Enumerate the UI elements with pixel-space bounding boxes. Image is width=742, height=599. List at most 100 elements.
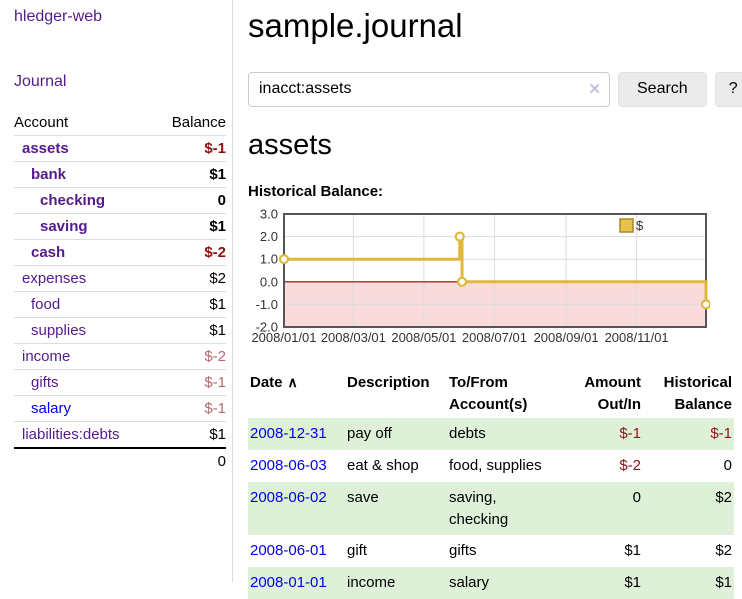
account-balance: $1 (154, 213, 226, 240)
sidebar-item-journal[interactable]: Journal (14, 73, 67, 90)
svg-text:2008/03/01: 2008/03/01 (321, 330, 386, 345)
svg-text:$: $ (636, 218, 644, 233)
account-row: checking 0 (14, 187, 226, 214)
account-balance: 0 (154, 187, 226, 214)
account-balance: $-2 (154, 343, 226, 370)
register-table: Date ∧ Description To/From Account(s) Amo… (248, 369, 734, 599)
svg-text:-1.0: -1.0 (256, 297, 278, 312)
transaction-date-link[interactable]: 2008-06-02 (250, 488, 327, 506)
account-row: expenses $2 (14, 265, 226, 292)
app-brand-link[interactable]: hledger-web (14, 8, 103, 25)
transaction-row: 2008-06-01 gift gifts $1 $2 (248, 535, 734, 567)
transaction-description: save (347, 488, 379, 506)
chart-title: Historical Balance: (248, 182, 384, 200)
account-balance: $1 (154, 291, 226, 318)
svg-text:2008/01/01: 2008/01/01 (251, 330, 316, 345)
register-col-amount: Amount Out/In (584, 373, 641, 413)
account-balance: $-1 (154, 135, 226, 162)
transaction-date-link[interactable]: 2008-01-01 (250, 574, 327, 592)
transaction-row: 2008-12-31 pay off debts $-1 $-1 (248, 418, 734, 451)
svg-text:1.0: 1.0 (260, 252, 278, 267)
account-row: food $1 (14, 291, 226, 318)
account-link[interactable]: saving (40, 218, 88, 235)
transaction-balance: $1 (715, 574, 732, 592)
account-balance: $-1 (154, 369, 226, 396)
transaction-accounts: gifts (449, 542, 477, 560)
transaction-accounts: debts (449, 425, 486, 443)
accounts-total-value: 0 (154, 447, 226, 474)
account-link[interactable]: cash (31, 244, 66, 261)
transaction-date-link[interactable]: 2008-06-03 (250, 457, 327, 475)
search-button[interactable]: Search (618, 71, 707, 107)
account-balance: $2 (154, 265, 226, 292)
accounts-col-balance: Balance (171, 114, 226, 131)
register-col-accounts: To/From Account(s) (449, 373, 528, 413)
account-row: gifts $-1 (14, 369, 226, 396)
transaction-balance: $2 (715, 488, 732, 506)
account-link[interactable]: income (22, 348, 71, 365)
svg-text:3.0: 3.0 (260, 207, 278, 222)
search-box: ✕ (248, 71, 610, 107)
account-link[interactable]: gifts (31, 374, 59, 391)
account-row: income $-2 (14, 343, 226, 370)
transaction-row: 2008-01-01 income salary $1 $1 (248, 567, 734, 599)
account-row: supplies $1 (14, 317, 226, 344)
account-link[interactable]: liabilities:debts (22, 426, 120, 443)
transaction-amount: 0 (632, 488, 641, 506)
search-row: ✕ Search ? (248, 71, 742, 107)
transaction-amount: $1 (624, 574, 641, 592)
account-row: saving $1 (14, 213, 226, 240)
sidebar: hledger-web Journal Account Balance asse… (0, 0, 233, 582)
balance-chart: $3.0 2.0 1.0 0.0 -1.0 -2.0 2008/01/01 2008/03/0… (248, 206, 742, 352)
svg-text:2008/11/01: 2008/11/01 (605, 330, 669, 345)
account-balance: $1 (154, 161, 226, 188)
transaction-description: eat & shop (347, 457, 419, 475)
accounts-header-row: Account Balance (14, 110, 226, 136)
svg-text:2008/05/01: 2008/05/01 (391, 330, 456, 345)
transaction-balance: 0 (723, 457, 732, 475)
svg-text:2008/09/01: 2008/09/01 (534, 330, 599, 345)
transaction-amount: $1 (624, 542, 641, 560)
account-row: cash $-2 (14, 239, 226, 266)
transaction-description: income (347, 574, 396, 592)
accounts-table: Account Balance assets $-1 bank $1 checking 0… (14, 110, 226, 474)
clear-search-icon[interactable]: ✕ (588, 80, 601, 98)
sort-ascending-icon: ∧ (287, 373, 298, 390)
transaction-accounts: food, supplies (449, 457, 542, 475)
account-balance: $1 (154, 421, 226, 448)
account-link[interactable]: bank (31, 166, 67, 183)
svg-text:2008/07/01: 2008/07/01 (462, 330, 527, 345)
account-row: salary $-1 (14, 395, 226, 422)
account-row: assets $-1 (14, 135, 226, 162)
transaction-row: 2008-06-02 save saving, checking 0 $2 (248, 481, 734, 536)
transaction-amount: $-1 (619, 425, 641, 443)
register-col-balance: Historical Balance (663, 373, 732, 413)
account-link[interactable]: expenses (22, 270, 87, 287)
page-title: sample.journal (248, 7, 463, 44)
account-link[interactable]: food (31, 296, 61, 313)
transaction-accounts: saving, checking (449, 488, 509, 528)
account-balance: $-1 (154, 395, 226, 422)
transaction-row: 2008-06-03 eat & shop food, supplies $-2 0 (248, 450, 734, 482)
account-balance: $1 (154, 317, 226, 344)
transaction-date-link[interactable]: 2008-06-01 (250, 542, 327, 560)
svg-text:-2.0: -2.0 (256, 319, 278, 334)
register-col-date[interactable]: Date ∧ (250, 373, 298, 391)
account-balance: $-2 (154, 239, 226, 266)
register-body: 2008-12-31 pay off debts $-1 $-1 2008-06-03 ea… (248, 418, 734, 599)
account-link[interactable]: checking (40, 192, 106, 209)
register-header-row: Date ∧ Description To/From Account(s) Amo… (248, 369, 734, 419)
transaction-date-link[interactable]: 2008-12-31 (250, 425, 327, 443)
account-link[interactable]: salary (31, 400, 72, 417)
account-link[interactable]: supplies (31, 322, 87, 339)
account-link[interactable]: assets (22, 140, 69, 157)
help-button[interactable]: ? (714, 71, 742, 107)
accounts-total-row: 0 (14, 447, 226, 474)
transaction-description: pay off (347, 425, 392, 443)
main-content: sample.journal ✕ Search ? assets Histori… (233, 0, 742, 599)
accounts-col-account: Account (14, 114, 69, 131)
transaction-accounts: salary (449, 574, 490, 592)
search-input[interactable] (248, 71, 610, 107)
transaction-balance: $2 (715, 542, 732, 560)
svg-text:0.0: 0.0 (260, 274, 278, 289)
